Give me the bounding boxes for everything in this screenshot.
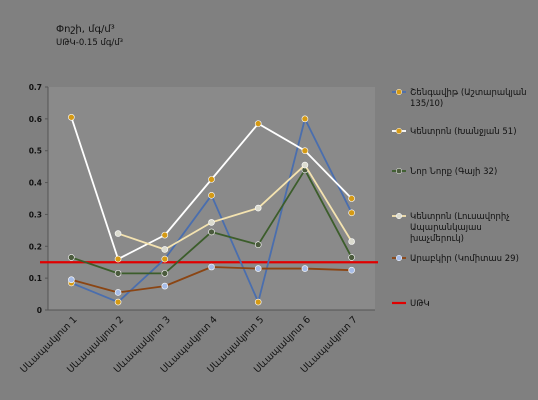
series-point	[208, 192, 215, 199]
series-point	[208, 176, 215, 183]
series-point	[161, 270, 169, 277]
legend-label: Նոր Նորք (Գայի 32)	[410, 167, 497, 177]
series-point	[68, 276, 75, 284]
y-tick-label: 0	[37, 306, 42, 315]
legend-label: Շենգավիթ (Աշտարակյան 135/10)	[410, 88, 527, 109]
series-point	[301, 265, 309, 272]
legend-label: ՍԹԿ	[410, 299, 430, 309]
legend-swatch-marker	[395, 254, 403, 262]
series-point	[208, 263, 215, 271]
chart-title: Փոշի, մգ/մ³	[56, 24, 115, 35]
series-point	[114, 255, 122, 263]
series-point	[348, 195, 355, 202]
series-point	[348, 209, 355, 217]
y-tick-label: 0.2	[29, 242, 42, 251]
legend-label: Արաբկիր (Կոմիտաս 29)	[410, 254, 519, 264]
series-point	[161, 255, 169, 263]
series-point	[114, 298, 122, 306]
series-point	[114, 230, 122, 237]
y-tick-label: 0.6	[29, 115, 42, 124]
chart-subtitle: ՍԹԿ-0.15 մգ/մ³	[56, 38, 124, 48]
series-point	[114, 289, 122, 296]
series-point	[161, 282, 169, 290]
legend-swatch-marker	[395, 88, 403, 96]
series-point	[68, 254, 75, 261]
series-point	[254, 204, 262, 212]
y-tick-label: 0.5	[29, 147, 42, 156]
legend-swatch-marker	[395, 167, 403, 175]
series-line	[117, 164, 353, 251]
series-layer	[68, 113, 355, 306]
y-tick-label: 0.7	[29, 83, 42, 92]
series-point	[161, 231, 169, 239]
legend-swatch-marker	[395, 212, 403, 220]
series-point	[348, 254, 355, 261]
y-axis-ticks: 0 0.1 0.2 0.3 0.4 0.5 0.6 0.7	[29, 83, 48, 315]
series-point	[254, 120, 262, 127]
series-point	[348, 238, 355, 245]
y-tick-label: 0.1	[29, 274, 42, 283]
y-tick-label: 0.4	[29, 179, 42, 188]
legend-swatch-marker	[395, 127, 403, 135]
series-point	[301, 147, 309, 155]
legend: Շենգավիթ (Աշտարակյան 135/10) Կենտրոն (Խանջ…	[392, 88, 527, 309]
series-point	[254, 241, 262, 248]
series-point	[208, 228, 215, 236]
series-point	[348, 266, 355, 274]
series-point	[254, 265, 262, 272]
series-point	[301, 115, 309, 123]
series-point	[114, 270, 122, 277]
series-point	[161, 246, 169, 253]
y-tick-label: 0.3	[29, 210, 42, 219]
series-point	[254, 298, 262, 306]
legend-label: Կենտրոն (Լուսավորիչ Ապարանկայաս խաչմերուկ)	[410, 212, 510, 244]
series-point	[208, 219, 215, 226]
series-point	[68, 113, 75, 121]
series-point	[301, 161, 309, 169]
legend-label: Կենտրոն (Խանջյան 51)	[410, 127, 517, 137]
